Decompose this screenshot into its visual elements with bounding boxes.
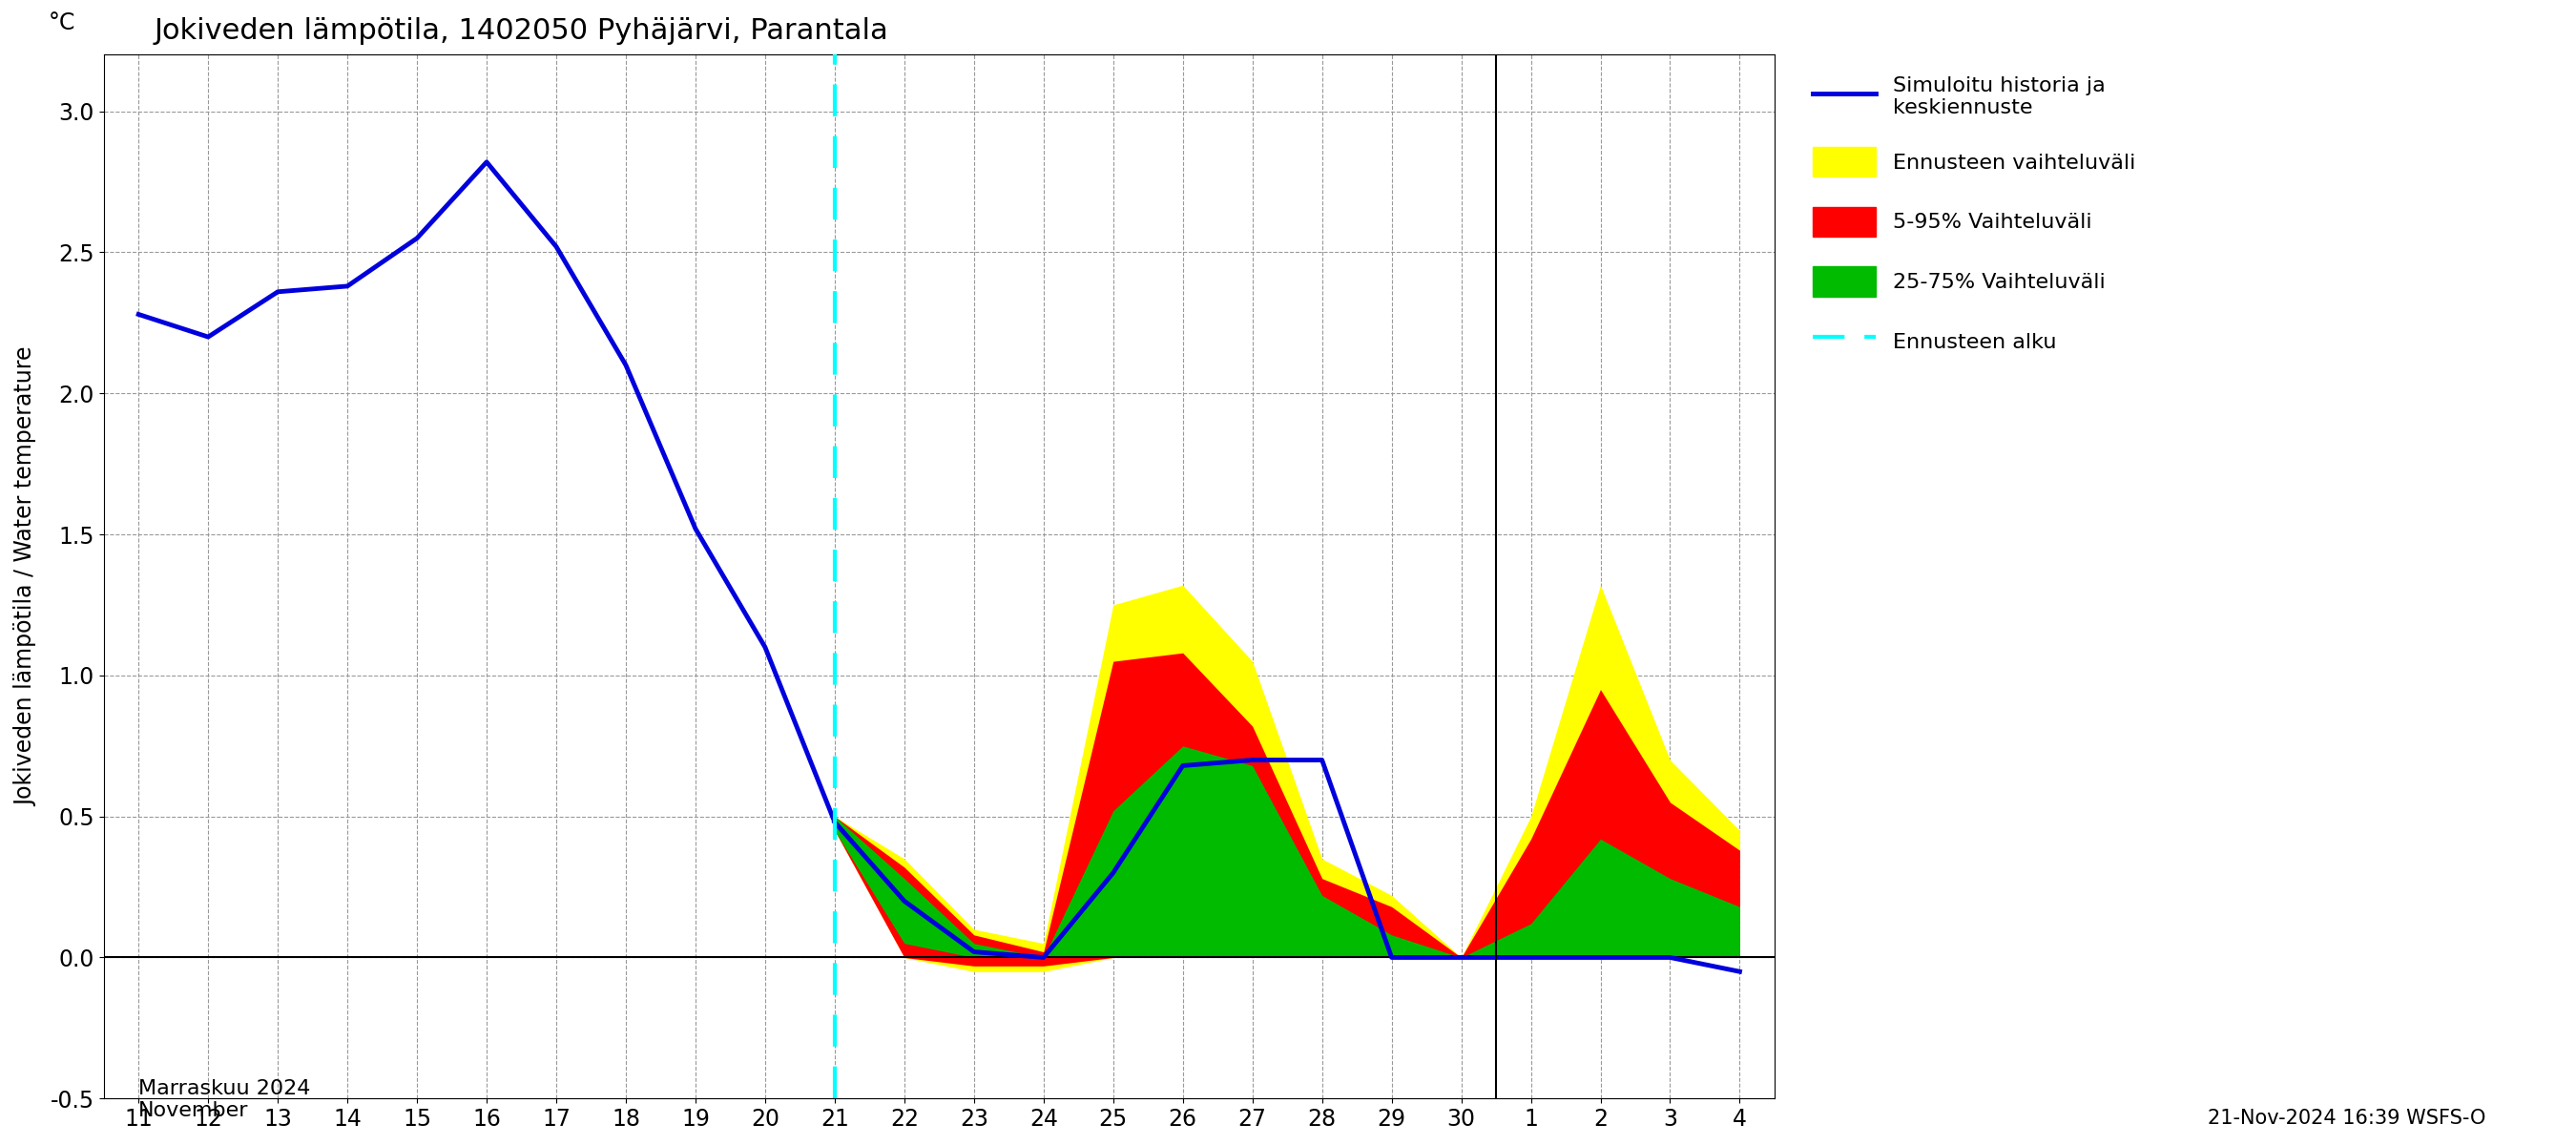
Y-axis label: Jokiveden lämpötila / Water temperature: Jokiveden lämpötila / Water temperature (15, 347, 36, 806)
Text: °C: °C (49, 11, 75, 34)
Text: Marraskuu 2024
November: Marraskuu 2024 November (139, 1079, 312, 1120)
Text: Jokiveden lämpötila, 1402050 Pyhäjärvi, Parantala: Jokiveden lämpötila, 1402050 Pyhäjärvi, … (155, 17, 889, 45)
Text: 21-Nov-2024 16:39 WSFS-O: 21-Nov-2024 16:39 WSFS-O (2208, 1108, 2486, 1128)
Legend: Simuloitu historia ja
keskiennuste, Ennusteen vaihteluväli, 5-95% Vaihteluväli, : Simuloitu historia ja keskiennuste, Ennu… (1801, 65, 2146, 366)
